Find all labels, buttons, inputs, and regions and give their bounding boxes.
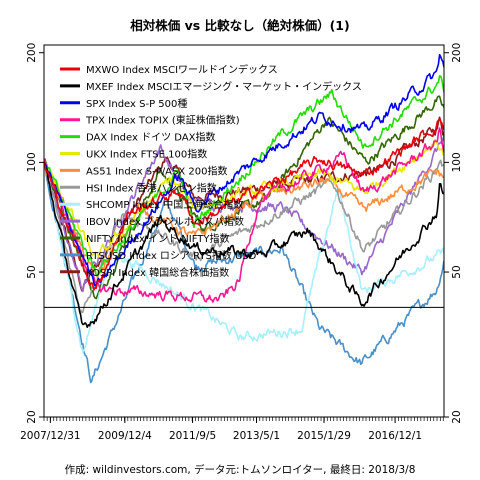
series-line-10: [44, 135, 444, 293]
legend-item: SPX Index S-P 500種: [60, 97, 187, 110]
legend-label: TPX Index TOPIX (東証株価指数): [85, 114, 240, 127]
legend-label: HSI Index 香港ハンセン指数: [86, 181, 217, 194]
series-line-4: [44, 127, 444, 303]
legend-label: MXWO Index MSCIワールドインデックス: [86, 63, 278, 76]
y-axis-left: 20 50 100 200: [26, 43, 44, 424]
legend-label: SPX Index S-P 500種: [86, 97, 187, 110]
x-tick-label: 2009/12/4: [98, 430, 152, 442]
y-tick-label-right: 50: [451, 265, 463, 278]
chart-title: 相対株価 vs 比較なし（絶対株価）(1): [130, 18, 349, 33]
series-line-7: [44, 162, 444, 278]
legend-item: NIFTY Index インド NIFTY指数: [60, 232, 230, 245]
series-line-2: [44, 162, 444, 328]
series-line-3: [44, 53, 444, 287]
legend-item: DAX Index ドイツ DAX指数: [60, 131, 216, 144]
x-tick-label: 2007/12/31: [20, 430, 81, 442]
y-tick-label-right: 200: [451, 43, 463, 63]
y-tick-label-right: 20: [451, 410, 463, 423]
legend-item: RTSUSD Index ロシア RTS指数 USD: [60, 249, 257, 262]
x-tick-label: 2015/1/29: [297, 430, 351, 442]
legend-label: AS51 Index S-P/ASX 200指数: [86, 164, 227, 177]
legend-item: UKX Index FTSE 100指数: [60, 148, 207, 161]
y-tick-label-left: 20: [26, 410, 38, 423]
legend-label: IBOV Index ブラジルボベスパ指数: [86, 215, 244, 228]
legend-item: SHCOMP Index 中国上海総合指数: [60, 198, 243, 211]
legend-item: IBOV Index ブラジルボベスパ指数: [60, 215, 244, 228]
legend-item: KOSPI Index 韓国総合株価指数: [60, 266, 229, 279]
x-axis: 2007/12/31 2009/12/4 2011/9/5 2013/5/1 2015/…: [20, 417, 444, 442]
y-axis-right: 20 50 100 200: [444, 43, 463, 424]
series-line-6: [44, 138, 444, 258]
legend-label: MXEF Index MSCIエマージング・マーケット・インデックス: [86, 80, 362, 93]
y-tick-label-right: 100: [451, 152, 463, 172]
legend-label: UKX Index FTSE 100指数: [86, 148, 207, 161]
legend-label: KOSPI Index 韓国総合株価指数: [86, 266, 229, 279]
legend-label: NIFTY Index インド NIFTY指数: [86, 232, 230, 245]
x-tick-label: 2013/5/1: [233, 430, 280, 442]
legend-item: TPX Index TOPIX (東証株価指数): [60, 114, 240, 127]
series-line-1: [44, 118, 444, 291]
chart-footer: 作成: wildinvestors.com, データ元:トムソンロイター, 最終…: [65, 463, 416, 476]
legend-label: RTSUSD Index ロシア RTS指数 USD: [86, 249, 257, 262]
series-line-13: [44, 116, 444, 292]
legend-item: HSI Index 香港ハンセン指数: [60, 181, 217, 194]
x-tick-label: 2011/9/5: [169, 430, 216, 442]
legend-label: SHCOMP Index 中国上海総合指数: [86, 198, 243, 211]
legend-item: MXWO Index MSCIワールドインデックス: [60, 63, 278, 76]
legend: MXWO Index MSCIワールドインデックス MXEF Index MSCI…: [60, 63, 362, 279]
x-tick-label: 2016/12/1: [368, 430, 422, 442]
legend-label: DAX Index ドイツ DAX指数: [86, 131, 216, 144]
y-tick-label-left: 200: [26, 43, 38, 63]
legend-item: MXEF Index MSCIエマージング・マーケット・インデックス: [60, 80, 362, 93]
y-tick-label-left: 100: [26, 152, 38, 172]
series-layer: [44, 53, 444, 384]
y-tick-label-left: 50: [26, 265, 38, 278]
legend-item: AS51 Index S-P/ASX 200指数: [60, 164, 227, 177]
